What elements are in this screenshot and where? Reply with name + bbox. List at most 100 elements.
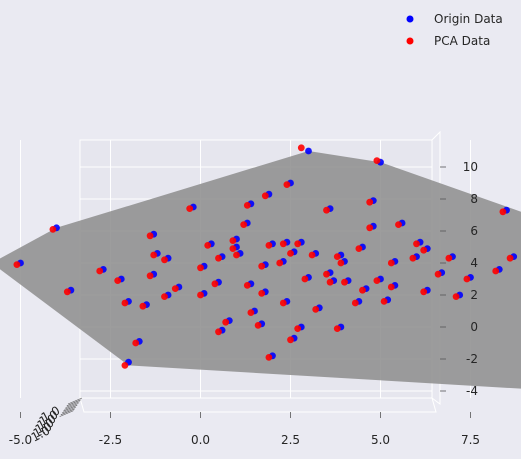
pca-data-point-32	[409, 254, 417, 262]
pca-data-point-55	[351, 299, 359, 307]
pca-data-point-73	[341, 278, 348, 286]
x-tick-label-5: 7.5	[461, 433, 480, 447]
pca-data-point-43	[222, 318, 230, 326]
pca-data-point-54	[333, 253, 341, 260]
pca-data-point-48	[146, 272, 154, 280]
z-tick-label-7: 10	[463, 160, 478, 174]
pca-data-point-25	[308, 251, 316, 259]
pca-data-point-40	[279, 299, 287, 307]
pca-data-point-7	[121, 362, 129, 369]
pca-data-point-45	[197, 291, 204, 299]
pca-data-point-68	[287, 336, 294, 344]
legend-marker-pca	[406, 37, 414, 45]
pca-data-point-72	[301, 275, 309, 283]
pca-data-point-46	[171, 285, 179, 292]
pca-data-point-50	[114, 277, 122, 284]
pca-data-point-34	[420, 288, 428, 296]
pca-data-point-35	[380, 298, 388, 305]
z-tick-label-5: 6	[470, 224, 478, 238]
pca-data-point-21	[283, 181, 291, 189]
pca-data-point-19	[240, 221, 248, 229]
pca-data-point-14	[146, 232, 154, 240]
x-axis-ticks: -5.0-2.50.02.55.07.510.012.5	[9, 412, 480, 447]
pca-data-point-42	[247, 309, 255, 316]
pca-data-point-78	[229, 237, 237, 245]
y-tick-mark-4	[63, 404, 78, 412]
pca-data-point-44	[211, 280, 219, 288]
legend-label-pca: PCA Data	[434, 34, 490, 48]
z-tick-label-2: 0	[470, 320, 478, 334]
pca-data-point-57	[387, 259, 395, 267]
z-tick-label-4: 4	[470, 256, 478, 270]
pca-data-point-17	[215, 254, 222, 262]
y-tick-mark-1	[66, 399, 81, 407]
y-tick-mark-3	[64, 403, 79, 410]
y-tick-mark-2	[65, 401, 80, 408]
pca-data-point-8	[132, 339, 140, 347]
pca-data-point-15	[186, 205, 194, 213]
pca-data-point-60	[463, 275, 471, 283]
pca-data-point-77	[243, 202, 251, 209]
pca-data-point-36	[359, 286, 366, 294]
y-tick-mark-6	[60, 408, 75, 416]
z-tick-label-6: 8	[470, 192, 478, 206]
y-axis-ticks: 1.01.01.01.01.01.0	[29, 397, 83, 445]
pca-data-point-65	[254, 322, 262, 329]
z-tick-label-1: -2	[466, 352, 478, 366]
x-tick-label-2: 0.0	[191, 433, 210, 447]
pca-data-point-26	[323, 270, 330, 278]
pca-data-point-79	[387, 283, 395, 291]
origin-data-point-2	[305, 147, 312, 155]
pca-data-point-37	[326, 278, 334, 286]
pca-data-point-67	[333, 325, 341, 332]
pca-data-point-28	[355, 245, 363, 253]
x-tick-label-0: -5.0	[9, 433, 32, 447]
pca-data-point-56	[373, 277, 381, 284]
pca-data-point-61	[452, 293, 460, 300]
z-tick-label-0: -4	[466, 384, 478, 398]
legend: Origin Data PCA Data	[406, 12, 503, 48]
pca-data-point-66	[215, 328, 222, 336]
pca-data-point-75	[323, 206, 330, 214]
pca-data-point-12	[121, 299, 129, 307]
pca-data-point-24	[294, 240, 302, 248]
legend-label-origin: Origin Data	[434, 12, 503, 26]
pca-data-point-63	[506, 254, 514, 262]
pca-data-point-22	[265, 242, 273, 249]
pca-data-point-51	[233, 251, 240, 259]
y-tick-mark-0	[67, 397, 83, 405]
pca-data-point-18	[229, 245, 237, 253]
pca-data-point-33	[434, 270, 442, 278]
pca-data-point-52	[258, 262, 266, 270]
convex-hull-surface	[0, 151, 521, 389]
y-tick-mark-5	[61, 406, 77, 414]
pca-data-point-10	[63, 288, 71, 296]
pca-data-point-20	[261, 192, 269, 200]
pca-data-points	[13, 144, 514, 369]
pca-data-point-13	[150, 251, 158, 259]
legend-marker-origin	[406, 15, 414, 23]
pca-data-point-70	[204, 242, 212, 249]
y-tick-mark-7	[59, 410, 74, 417]
pca-data-point-76	[366, 198, 374, 206]
pca-data-point-39	[294, 325, 302, 332]
z-tick-label-3: 2	[470, 288, 478, 302]
pca-data-point-1	[49, 226, 57, 233]
pca-data-point-3	[373, 157, 381, 165]
z-axis-ticks: -4 -2 0 2 4 6 8 10	[440, 160, 478, 398]
x-tick-label-1: -2.5	[99, 433, 122, 447]
pca-data-point-23	[276, 259, 284, 267]
floor-pane	[79, 397, 437, 413]
pca-data-point-41	[258, 290, 266, 297]
pca-data-point-64	[265, 354, 273, 361]
pca-data-point-58	[420, 246, 428, 254]
x-tick-label-3: 2.5	[281, 433, 300, 447]
pca-data-point-53	[287, 250, 294, 257]
pca-data-point-4	[499, 208, 507, 216]
pca-data-point-49	[139, 302, 147, 310]
pca-data-point-16	[197, 264, 204, 272]
pca-data-point-62	[492, 267, 500, 275]
x-tick-label-4: 5.0	[371, 433, 390, 447]
pca-data-point-29	[366, 224, 374, 232]
